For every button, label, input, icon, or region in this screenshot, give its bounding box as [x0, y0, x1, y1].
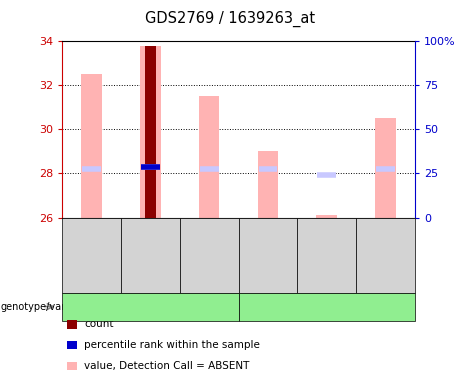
Bar [199, 96, 219, 218]
Text: GSM91121: GSM91121 [322, 230, 331, 280]
Text: genotype/variation: genotype/variation [0, 302, 93, 312]
Bar [145, 46, 156, 218]
Text: count: count [84, 320, 113, 329]
Text: GSM91135: GSM91135 [146, 230, 155, 280]
Bar [81, 74, 102, 217]
Text: roX1 roX2 mutant: roX1 roX2 mutant [277, 302, 377, 312]
Bar [375, 118, 396, 218]
Bar [316, 215, 337, 217]
Bar [258, 152, 278, 217]
Text: GSM91131: GSM91131 [381, 230, 390, 280]
Text: wild type: wild type [125, 302, 176, 312]
Bar [140, 46, 161, 218]
Text: GSM91119: GSM91119 [263, 230, 272, 280]
Text: GDS2769 / 1639263_at: GDS2769 / 1639263_at [145, 11, 316, 27]
Text: percentile rank within the sample: percentile rank within the sample [84, 340, 260, 350]
Text: GSM91138: GSM91138 [205, 230, 214, 280]
Text: GSM91133: GSM91133 [87, 230, 96, 280]
Text: value, Detection Call = ABSENT: value, Detection Call = ABSENT [84, 361, 249, 370]
